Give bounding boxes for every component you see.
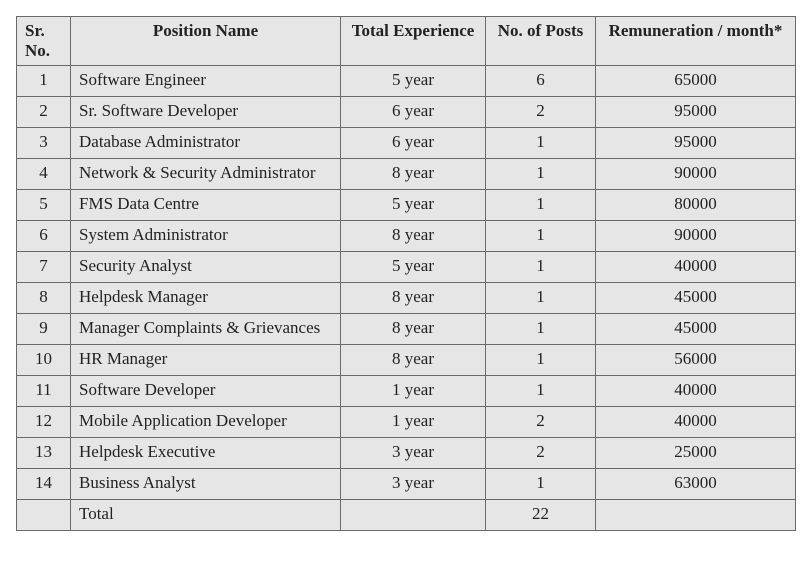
cell-position: Software Developer [71,376,341,407]
cell-remuneration: 65000 [596,66,796,97]
cell-posts: 2 [486,407,596,438]
table-row: 9Manager Complaints & Grievances8 year14… [17,314,796,345]
table-row: 14Business Analyst3 year163000 [17,469,796,500]
cell-sr: 12 [17,407,71,438]
table-header: Sr. No. Position Name Total Experience N… [17,17,796,66]
cell-sr: 8 [17,283,71,314]
cell-position: Sr. Software Developer [71,97,341,128]
cell-sr: 13 [17,438,71,469]
cell-experience: 5 year [341,190,486,221]
cell-posts: 1 [486,345,596,376]
table-row: 10HR Manager8 year156000 [17,345,796,376]
cell-remuneration: 95000 [596,128,796,159]
cell-position: Mobile Application Developer [71,407,341,438]
table-body: 1Software Engineer5 year6650002Sr. Softw… [17,66,796,531]
cell-position: Database Administrator [71,128,341,159]
cell-remuneration: 40000 [596,376,796,407]
cell-sr: 9 [17,314,71,345]
cell-remuneration: 40000 [596,407,796,438]
cell-experience: 8 year [341,345,486,376]
cell-experience: 8 year [341,221,486,252]
cell-sr: 3 [17,128,71,159]
cell-position: Manager Complaints & Grievances [71,314,341,345]
cell-empty [341,500,486,531]
cell-posts: 1 [486,128,596,159]
cell-experience: 6 year [341,97,486,128]
cell-remuneration: 90000 [596,221,796,252]
table-row: 11Software Developer1 year140000 [17,376,796,407]
cell-empty [596,500,796,531]
table-row: 1Software Engineer5 year665000 [17,66,796,97]
cell-posts: 1 [486,469,596,500]
cell-remuneration: 95000 [596,97,796,128]
cell-posts: 1 [486,221,596,252]
col-header-posts: No. of Posts [486,17,596,66]
cell-remuneration: 25000 [596,438,796,469]
cell-remuneration: 90000 [596,159,796,190]
cell-remuneration: 45000 [596,314,796,345]
col-header-sr: Sr. No. [17,17,71,66]
cell-experience: 5 year [341,252,486,283]
cell-position: Network & Security Administrator [71,159,341,190]
cell-remuneration: 63000 [596,469,796,500]
cell-position: Helpdesk Manager [71,283,341,314]
cell-experience: 3 year [341,469,486,500]
cell-posts: 1 [486,314,596,345]
cell-sr: 10 [17,345,71,376]
col-header-pos: Position Name [71,17,341,66]
cell-sr: 4 [17,159,71,190]
cell-experience: 6 year [341,128,486,159]
col-header-rem: Remuneration / month* [596,17,796,66]
col-header-exp: Total Experience [341,17,486,66]
cell-posts: 1 [486,159,596,190]
cell-posts: 2 [486,97,596,128]
cell-remuneration: 80000 [596,190,796,221]
table-row: 2Sr. Software Developer6 year295000 [17,97,796,128]
cell-sr: 11 [17,376,71,407]
cell-experience: 8 year [341,283,486,314]
cell-sr: 2 [17,97,71,128]
cell-posts: 1 [486,283,596,314]
cell-sr: 7 [17,252,71,283]
cell-position: FMS Data Centre [71,190,341,221]
table-row: 4Network & Security Administrator8 year1… [17,159,796,190]
cell-empty [17,500,71,531]
cell-position: Business Analyst [71,469,341,500]
table-row: 12Mobile Application Developer1 year2400… [17,407,796,438]
table-row: 6System Administrator8 year190000 [17,221,796,252]
cell-experience: 1 year [341,407,486,438]
table-total-row: Total 22 [17,500,796,531]
cell-sr: 6 [17,221,71,252]
cell-experience: 1 year [341,376,486,407]
cell-position: Software Engineer [71,66,341,97]
table-row: 5FMS Data Centre5 year180000 [17,190,796,221]
cell-total-posts: 22 [486,500,596,531]
cell-posts: 6 [486,66,596,97]
cell-position: Security Analyst [71,252,341,283]
cell-sr: 5 [17,190,71,221]
cell-position: HR Manager [71,345,341,376]
cell-position: Helpdesk Executive [71,438,341,469]
cell-remuneration: 56000 [596,345,796,376]
positions-table: Sr. No. Position Name Total Experience N… [16,16,796,531]
cell-posts: 1 [486,190,596,221]
table-row: 7Security Analyst5 year140000 [17,252,796,283]
cell-total-label: Total [71,500,341,531]
cell-experience: 3 year [341,438,486,469]
cell-position: System Administrator [71,221,341,252]
cell-posts: 1 [486,252,596,283]
table-row: 8Helpdesk Manager8 year145000 [17,283,796,314]
cell-remuneration: 40000 [596,252,796,283]
cell-posts: 1 [486,376,596,407]
cell-experience: 5 year [341,66,486,97]
cell-remuneration: 45000 [596,283,796,314]
cell-sr: 14 [17,469,71,500]
table-row: 3Database Administrator6 year195000 [17,128,796,159]
table-row: 13Helpdesk Executive3 year225000 [17,438,796,469]
cell-experience: 8 year [341,159,486,190]
cell-sr: 1 [17,66,71,97]
cell-posts: 2 [486,438,596,469]
cell-experience: 8 year [341,314,486,345]
